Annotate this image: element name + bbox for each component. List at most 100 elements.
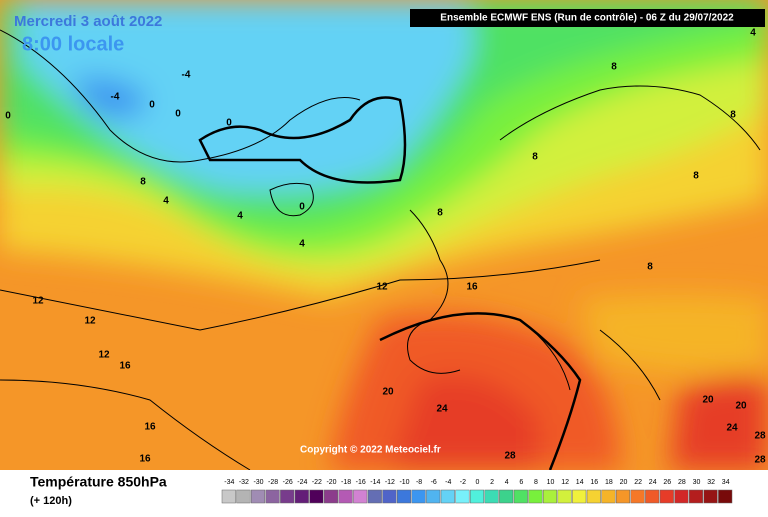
colorbar-tick: 22	[634, 479, 642, 486]
contour-label: 28	[754, 455, 766, 466]
color-box	[601, 489, 616, 504]
colorbar-tick: -18	[341, 479, 351, 486]
contour-label: 24	[726, 423, 738, 434]
contour-label: 16	[119, 361, 131, 372]
legend-lead: (+ 120h)	[30, 495, 72, 507]
contour-label: 4	[237, 211, 243, 222]
contour-label: 8	[647, 262, 653, 273]
colorbar-tick: 0	[476, 479, 480, 486]
colorbar: -34 -32 -30 -28 -26 -24 -22 -20 -18 -16 -14 -12 -10-…	[221, 479, 733, 504]
contour-label: 8	[730, 110, 736, 121]
color-box	[718, 489, 733, 504]
colorbar-tick: 18	[605, 479, 613, 486]
colorbar-tick: 14	[576, 479, 584, 486]
colorbar-tick: -12	[385, 479, 395, 486]
color-box	[688, 489, 704, 504]
contour-label: 4	[299, 239, 305, 250]
contour-label: 0	[149, 100, 155, 111]
color-box	[586, 489, 601, 504]
contour-label: 4	[163, 196, 169, 207]
contour-label: 20	[735, 401, 747, 412]
contour-label: 16	[466, 282, 478, 293]
colorbar-tick: -2	[460, 479, 466, 486]
color-box	[440, 489, 455, 504]
color-box	[557, 489, 572, 504]
color-box	[630, 489, 645, 504]
color-box	[484, 489, 499, 504]
contour-label: 0	[299, 202, 305, 213]
colorbar-tick: -10	[399, 479, 409, 486]
color-box	[353, 489, 368, 504]
color-box	[513, 489, 528, 504]
contour-label: -4	[182, 70, 191, 81]
colorbar-tick: -6	[431, 479, 437, 486]
color-box	[499, 489, 514, 504]
legend-title: Température 850hPa	[30, 474, 167, 490]
copyright: Copyright © 2022 Meteociel.fr	[300, 445, 441, 456]
contour-label: 8	[611, 62, 617, 73]
colorbar-tick: -14	[370, 479, 380, 486]
colorbar-tick: -22	[312, 479, 322, 486]
colorbar-tick: 6	[519, 479, 523, 486]
colorbar-tick: 8	[534, 479, 538, 486]
colorbar-tick: 10	[547, 479, 555, 486]
color-box	[265, 489, 280, 504]
contour-label: 12	[84, 316, 96, 327]
contour-label: 20	[702, 395, 714, 406]
color-box	[250, 489, 266, 504]
contour-label: 28	[504, 451, 516, 462]
color-box	[659, 489, 674, 504]
color-box	[396, 489, 412, 504]
contour-label: 16	[144, 422, 156, 433]
colorbar-tick: -32	[239, 479, 249, 486]
color-box	[280, 489, 295, 504]
color-box	[221, 489, 236, 504]
colorbar-tick: 24	[649, 479, 657, 486]
contour-label: 24	[436, 404, 448, 415]
contour-label: 0	[175, 109, 181, 120]
contour-label: 4	[750, 28, 756, 39]
color-box	[338, 489, 353, 504]
contour-label: 28	[754, 431, 766, 442]
colorbar-tick: 20	[620, 479, 628, 486]
contour-label: 8	[437, 208, 443, 219]
color-box	[367, 489, 382, 504]
color-box	[542, 489, 558, 504]
colorbar-tick: -20	[326, 479, 336, 486]
color-box	[572, 489, 587, 504]
color-box	[236, 489, 251, 504]
colorbar-tick: -4	[445, 479, 451, 486]
colorbar-tick: -8	[416, 479, 422, 486]
colorbar-tick: -34	[224, 479, 234, 486]
contour-label: 8	[693, 171, 699, 182]
color-box	[382, 489, 397, 504]
contour-label: 0	[226, 118, 232, 129]
temperature-field	[0, 0, 768, 470]
color-box	[703, 489, 718, 504]
color-box	[294, 489, 309, 504]
contour-label: 8	[140, 177, 146, 188]
colorbar-tick: 12	[561, 479, 569, 486]
colorbar-tick: -30	[253, 479, 263, 486]
date: Mercredi 3 août 2022	[14, 13, 162, 30]
colorbar-tick: -16	[356, 479, 366, 486]
colorbar-tick: -28	[268, 479, 278, 486]
colorbar-tick: 2	[490, 479, 494, 486]
colorbar-tick: 30	[693, 479, 701, 486]
colorbar-tick: 32	[707, 479, 715, 486]
colorbar-tick: -26	[283, 479, 293, 486]
color-box	[615, 489, 631, 504]
colorbar-tick: -24	[297, 479, 307, 486]
color-box	[323, 489, 339, 504]
contour-label: 16	[139, 454, 151, 465]
colorbar-tick: 4	[505, 479, 509, 486]
contour-label: 12	[376, 282, 388, 293]
color-box	[411, 489, 426, 504]
contour-label: 12	[32, 296, 44, 307]
contour-label: 8	[532, 152, 538, 163]
contour-labels: -4 -4 0 0 0 0 4 8 4 0 4 12 16 8 8 8 8 8 8 4 12 12 12 16 16 16 20 24…	[5, 28, 766, 466]
color-box	[528, 489, 543, 504]
color-box	[426, 489, 441, 504]
